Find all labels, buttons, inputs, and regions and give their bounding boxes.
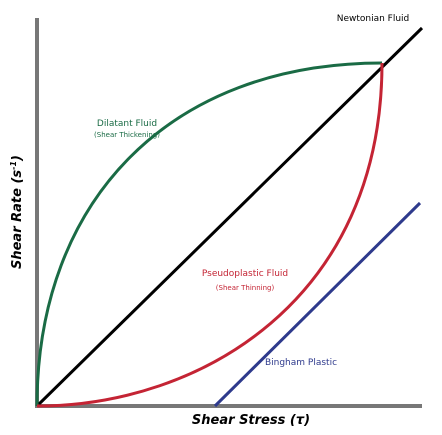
x-axis-title: Shear Stress (τ) xyxy=(192,413,310,428)
dilatant-note: (Shear Thickening) xyxy=(94,131,160,139)
pseudoplastic-label: Pseudoplastic Fluid xyxy=(202,269,288,279)
pseudoplastic-curve xyxy=(36,62,384,408)
pseudoplastic-note: (Shear Thinning) xyxy=(216,284,275,292)
y-axis-title-sup: -1 xyxy=(9,161,18,170)
y-axis-title: Shear Rate (s-1) xyxy=(9,155,25,269)
y-axis-title-suffix: ) xyxy=(10,155,25,162)
newtonian-label: Newtonian Fluid xyxy=(337,14,410,24)
dilatant-curve xyxy=(35,61,383,407)
dilatant-label: Dilatant Fluid xyxy=(97,119,157,129)
bingham-label: Bingham Plastic xyxy=(265,358,337,368)
bingham-line xyxy=(213,201,422,408)
newtonian-line xyxy=(35,26,424,408)
y-axis-title-text: Shear Rate (s xyxy=(10,170,25,269)
